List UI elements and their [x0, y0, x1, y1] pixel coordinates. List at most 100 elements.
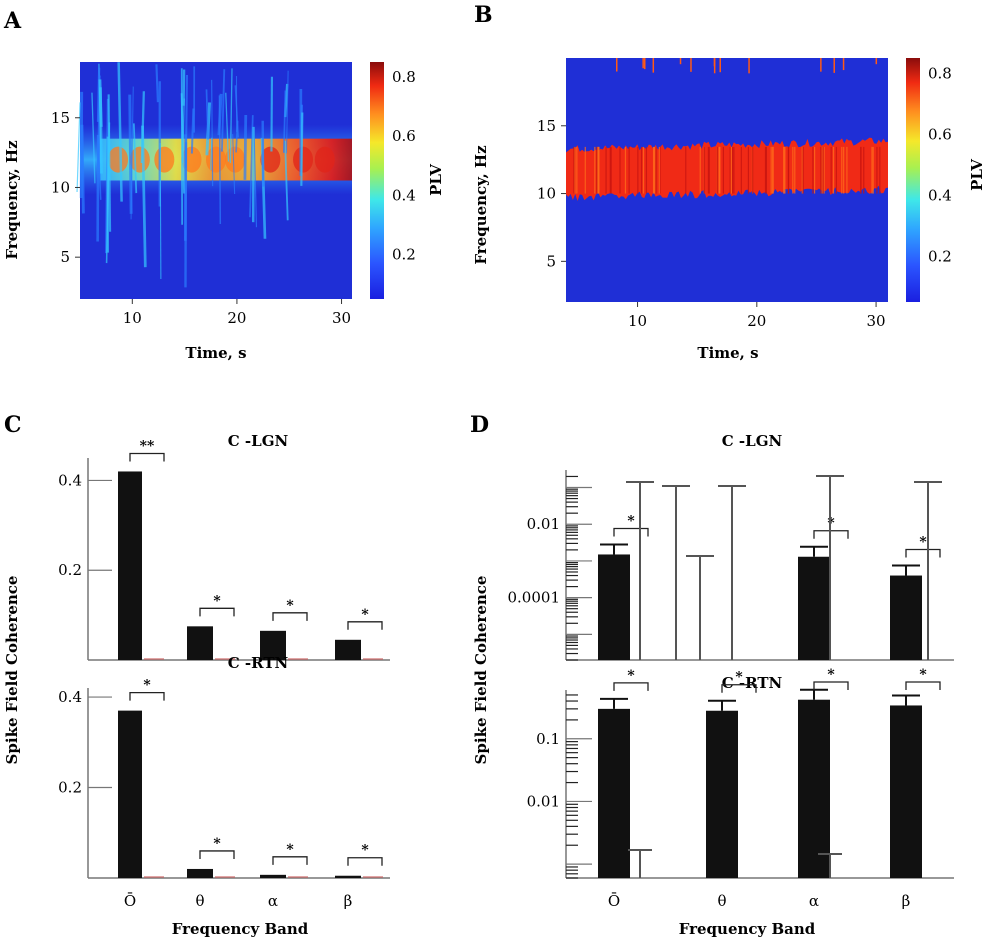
- y-tick-label: 0.1: [536, 730, 560, 748]
- significance-marker: *: [361, 607, 369, 623]
- panel-a: 10 20 30 5 10 15 0.2 0.4 0.6 0.8 PLV Time, s Fre…: [3, 62, 445, 362]
- heatmap-b-axes: 10 20 30 5 10 15: [537, 117, 886, 330]
- y-tick-label: 0.0001: [508, 589, 561, 607]
- heatmap-xtick-label: 20: [227, 309, 246, 327]
- heatmap-streak: [117, 62, 123, 202]
- category-label: α: [809, 892, 819, 910]
- panel-d-top-title: C -LGN: [722, 432, 783, 450]
- colorbar-a-label: PLV: [427, 164, 445, 196]
- colorbar-tick-label: 0.8: [928, 64, 952, 82]
- heatmap-xtick-label: 20: [747, 312, 766, 330]
- heatmap-streak: [253, 138, 258, 228]
- heatmap-ytick-label: 5: [546, 252, 556, 270]
- panel-d-xlabel: Frequency Band: [679, 920, 816, 938]
- significance-bracket: [347, 621, 383, 630]
- colorbar-tick-label: 0.2: [928, 247, 952, 265]
- colorbar-tick-label: 0.4: [392, 186, 416, 204]
- y-tick-label: 0.01: [527, 792, 560, 810]
- category-label: α: [268, 892, 278, 910]
- significance-marker: *: [627, 668, 635, 684]
- heatmap-a-streaks: [76, 62, 304, 288]
- colorbar-b-ticks: 0.2 0.4 0.6 0.8: [928, 64, 952, 265]
- category-label: Ō: [124, 892, 136, 910]
- heatmap-streak: [225, 92, 230, 162]
- heatmap-streak: [285, 70, 289, 154]
- heatmap-streak: [261, 120, 265, 187]
- colorbar-tick-label: 0.2: [392, 246, 416, 264]
- panel-c-ylabel: Spike Field Coherence: [3, 576, 21, 765]
- heatmap-band-blob: [206, 146, 226, 173]
- heatmap-streak: [284, 140, 289, 221]
- colorbar-a-ticks: 0.2 0.4 0.6 0.8: [392, 68, 416, 264]
- heatmap-streak: [132, 123, 138, 194]
- colorbar-b-label: PLV: [968, 159, 986, 191]
- bar: [118, 471, 142, 660]
- heatmap-streak: [217, 93, 223, 136]
- significance-bracket: [905, 548, 941, 558]
- panel-c-bottom-title: C -RTN: [228, 654, 289, 672]
- significance-marker: *: [213, 836, 221, 852]
- heatmap-ytick-label: 15: [51, 109, 70, 127]
- y-tick-label: 0.2: [58, 561, 82, 579]
- heatmap-streak: [205, 89, 209, 140]
- significance-bracket: [813, 681, 849, 690]
- colorbar-a: [370, 62, 384, 299]
- heatmap-streak: [159, 143, 162, 279]
- panel-label-b: B: [474, 2, 493, 28]
- significance-marker: *: [213, 593, 221, 609]
- bar: [706, 710, 738, 878]
- category-label: β: [902, 892, 911, 910]
- heatmap-band-blob: [293, 146, 314, 173]
- bar: [260, 874, 286, 878]
- heatmap-streak: [221, 69, 226, 152]
- significance-bracket: [272, 856, 308, 865]
- heatmap-streak: [210, 137, 213, 171]
- significance-bracket: [199, 607, 235, 617]
- y-tick-label: 0.4: [58, 688, 82, 706]
- significance-bracket: [905, 681, 941, 690]
- y-tick-label: 0.4: [58, 471, 82, 489]
- significance-marker: *: [627, 513, 635, 529]
- category-label: θ: [195, 892, 204, 910]
- significance-bracket: [129, 452, 165, 462]
- bar: [118, 710, 142, 878]
- y-tick-label: 0.01: [527, 515, 560, 533]
- heatmap-streak: [232, 134, 236, 195]
- category-label: β: [344, 892, 353, 910]
- heatmap-a-xlabel: Time, s: [185, 344, 246, 362]
- panel-d: C -LGN 0.010.0001*** C -RTN 0.10.01**** …: [472, 432, 954, 938]
- significance-bracket: [613, 682, 649, 691]
- significance-marker: *: [286, 598, 294, 614]
- significance-marker: *: [735, 670, 743, 686]
- panel-b: 10 20 30 5 10 15 0.2 0.4 0.6 0.8 PLV Time, s Fre…: [472, 58, 986, 362]
- heatmap-streak: [184, 74, 189, 168]
- significance-bracket: [613, 527, 649, 537]
- bar: [598, 708, 630, 878]
- colorbar-tick-label: 0.6: [928, 125, 952, 143]
- heatmap-streak: [282, 90, 287, 153]
- y-tick-label: 0.2: [58, 779, 82, 797]
- significance-bracket: [347, 857, 383, 866]
- heatmap-band-core: [566, 137, 888, 201]
- panel-c-top-title: C -LGN: [228, 432, 289, 450]
- heatmap-ytick-label: 10: [537, 185, 556, 203]
- panel-d-bottom-title: C -RTN: [722, 674, 783, 692]
- panel-label-a: A: [3, 8, 22, 34]
- heatmap-band-blob: [260, 146, 281, 173]
- panel-c-xlabel: Frequency Band: [172, 920, 309, 938]
- significance-marker: **: [140, 438, 155, 454]
- heatmap-xtick-label: 10: [123, 309, 142, 327]
- heatmap-xtick-label: 30: [867, 312, 886, 330]
- colorbar-tick-label: 0.6: [392, 127, 416, 145]
- heatmap-b-band: [566, 58, 888, 201]
- panel-d-bottom-bars: 0.1 0.01 * * * *: [527, 667, 954, 879]
- heatmap-streak: [235, 120, 239, 153]
- category-label: Ō: [608, 892, 620, 910]
- heatmap-streak: [243, 115, 248, 180]
- heatmap-streak: [130, 86, 134, 220]
- bar: [187, 868, 213, 878]
